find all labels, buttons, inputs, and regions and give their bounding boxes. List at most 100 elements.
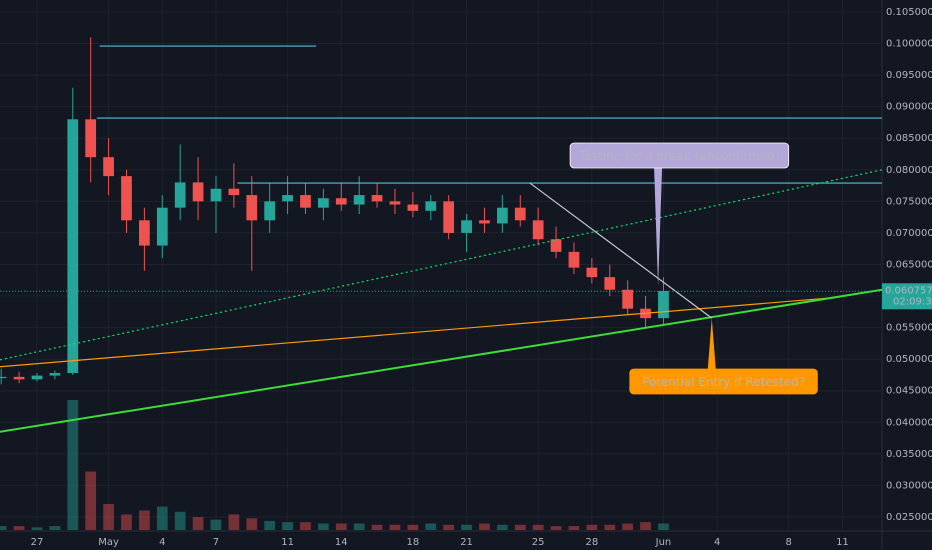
y-tick-label: 0.05500000	[886, 323, 932, 334]
trend-line	[0, 297, 830, 368]
x-tick-label: Jun	[655, 537, 672, 548]
volume-bar	[264, 520, 276, 530]
candle-body	[389, 201, 401, 205]
volume-bar	[300, 522, 311, 530]
trend-line	[529, 182, 713, 319]
candle-body	[604, 277, 616, 290]
candle-body	[174, 182, 186, 208]
y-tick-label: 0.10000000	[886, 39, 932, 50]
volume-bar	[443, 524, 455, 530]
candle-body	[443, 201, 455, 233]
y-tick-label: 0.04000000	[886, 417, 932, 428]
candle-body	[0, 376, 7, 379]
y-tick-label: 0.09000000	[886, 102, 932, 113]
y-tick-label: 0.08000000	[886, 165, 932, 176]
callout-box	[569, 142, 790, 169]
callout-text: Testing for a break (unconfirmed)	[578, 149, 779, 163]
candle-body	[550, 239, 562, 252]
y-tick-label: 0.09500000	[886, 70, 932, 81]
y-tick-label: 0.04500000	[886, 386, 932, 397]
trend-line	[0, 288, 883, 433]
volume-bar	[192, 517, 204, 530]
callout-box	[629, 368, 818, 395]
candle-body	[49, 373, 61, 376]
x-tick-label: 11	[836, 537, 849, 548]
candle-body	[353, 195, 365, 205]
candle-body	[371, 195, 383, 202]
volume-bar	[0, 526, 7, 530]
x-tick-label: 25	[532, 537, 545, 548]
candle-body	[479, 220, 490, 224]
candle-body	[407, 204, 419, 211]
y-tick-label: 0.07500000	[886, 196, 932, 207]
callout-text: Potential Entry if Retested?	[642, 375, 805, 389]
candle-body	[532, 220, 544, 240]
volume-bar	[139, 510, 150, 530]
candle-body	[67, 119, 79, 374]
candle-body	[13, 376, 25, 380]
y-tick-label: 0.05000000	[886, 354, 932, 365]
candle-body	[461, 220, 472, 233]
volume-bar	[156, 506, 168, 530]
y-tick-label: 0.02500000	[886, 512, 932, 523]
x-tick-label: 27	[31, 537, 44, 548]
volume-bar	[496, 524, 508, 530]
candle-body	[282, 195, 293, 202]
volume-bar	[568, 526, 580, 530]
x-tick-label: 28	[585, 537, 598, 548]
candle-body	[300, 195, 311, 208]
volume-bar	[407, 524, 419, 530]
volume-bar	[586, 524, 598, 530]
x-tick-label: 7	[213, 537, 219, 548]
volume-bar	[85, 471, 97, 530]
callout-pointer	[654, 168, 663, 287]
volume-bar	[371, 524, 383, 530]
callout-pointer	[707, 318, 716, 369]
x-tick-label: May	[98, 537, 119, 548]
volume-bar	[174, 511, 186, 530]
x-tick-label: 4	[159, 537, 165, 548]
candle-body	[121, 176, 132, 221]
candle-body	[568, 251, 580, 268]
plot-area	[0, 0, 883, 530]
candle-body	[210, 188, 222, 202]
y-tick-label: 0.06500000	[886, 259, 932, 270]
volume-bar	[604, 524, 616, 530]
volume-bar	[425, 523, 437, 530]
volume-bar	[318, 523, 329, 530]
volume-bar	[13, 526, 25, 530]
y-tick-label: 0.08500000	[886, 133, 932, 144]
candle-body	[622, 289, 634, 309]
volume-bar	[658, 523, 669, 530]
x-tick-label: 14	[335, 537, 348, 548]
candle-body	[139, 220, 150, 246]
x-tick-label: 8	[786, 537, 792, 548]
volume-bar	[550, 526, 562, 530]
trend-line	[0, 169, 883, 361]
candle-body	[514, 207, 526, 221]
candle-body	[228, 188, 240, 196]
y-tick-label: 0.07000000	[886, 228, 932, 239]
candle-body	[31, 375, 43, 380]
volume-bar	[246, 518, 258, 530]
volume-bar	[461, 524, 472, 530]
volume-bar	[31, 527, 43, 530]
candle-body	[425, 201, 437, 211]
volume-bar	[389, 524, 401, 530]
candle-body	[318, 198, 329, 208]
y-tick-label: 0.03500000	[886, 449, 932, 460]
x-tick-label: 18	[407, 537, 420, 548]
volume-bar	[622, 523, 634, 530]
volume-bar	[479, 523, 490, 530]
volume-bar	[335, 523, 347, 530]
candle-body	[496, 207, 508, 224]
volume-bar	[640, 522, 651, 530]
volume-bar	[103, 504, 114, 530]
price-tag	[882, 283, 932, 310]
countdown: 02:09:33	[893, 296, 932, 307]
volume-bar	[210, 519, 222, 530]
volume-bar	[49, 526, 61, 530]
candle-body	[586, 267, 598, 278]
